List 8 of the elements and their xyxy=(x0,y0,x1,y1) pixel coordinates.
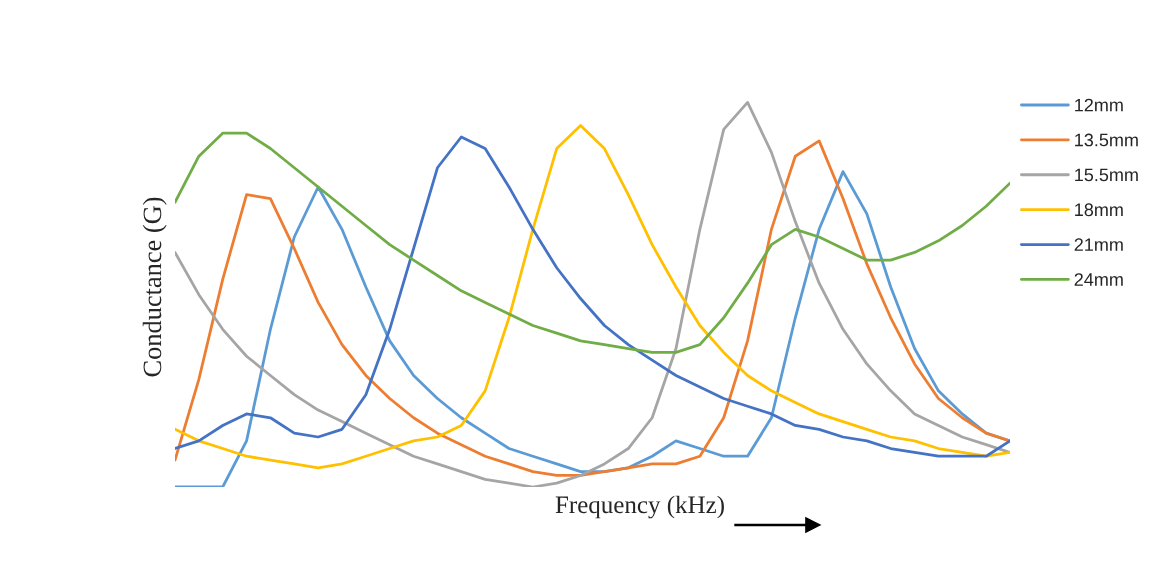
legend-label: 15.5mm xyxy=(1075,168,1138,182)
y-axis-title: Conductance (G) xyxy=(142,197,167,377)
x-axis-title: Frequency (kHz) xyxy=(555,495,724,519)
legend-label: 24mm xyxy=(1074,273,1123,286)
legend-label: 13.5mm xyxy=(1075,133,1138,147)
legend-label: 18mm xyxy=(1075,203,1123,217)
legend-label: 21mm xyxy=(1074,238,1123,251)
legend-label: 12mm xyxy=(1075,98,1123,112)
